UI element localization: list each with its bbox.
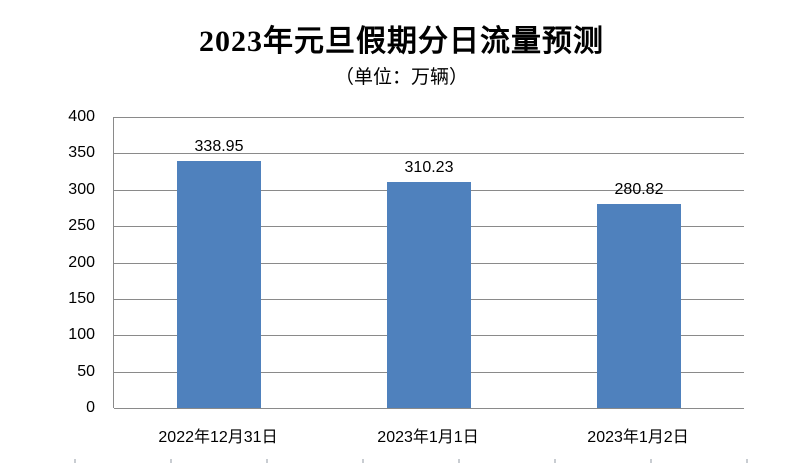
bottom-gridline-mark xyxy=(650,459,652,463)
bottom-gridline-mark xyxy=(170,459,172,463)
y-tick-label: 200 xyxy=(68,253,95,271)
bottom-gridline-mark xyxy=(458,459,460,463)
gridline xyxy=(114,153,744,155)
y-tick-label: 350 xyxy=(68,144,95,162)
y-tick-label: 400 xyxy=(68,108,95,125)
bottom-gridline-mark xyxy=(362,459,364,463)
bottom-gridline-mark xyxy=(74,459,76,463)
y-tick-label: 50 xyxy=(77,362,95,380)
y-tick-label: 0 xyxy=(86,399,95,416)
chart-subtitle: （单位：万辆） xyxy=(334,67,468,88)
gridline xyxy=(114,117,744,118)
y-tick-label: 300 xyxy=(68,180,95,198)
x-tick-label: 2023年1月1日 xyxy=(377,429,479,446)
bar-value-label: 280.82 xyxy=(614,180,664,198)
plot-area: 338.95 310.23 280.82 xyxy=(113,117,744,409)
chart-title: 2023年元旦假期分日流量预测 xyxy=(199,25,604,58)
x-tick-label: 2023年1月2日 xyxy=(587,429,689,446)
y-tick-label: 150 xyxy=(68,289,95,307)
bar-value-label: 310.23 xyxy=(404,159,454,177)
x-tick-label: 2022年12月31日 xyxy=(158,429,278,446)
bottom-gridline-mark xyxy=(746,459,748,463)
bottom-gridline-mark xyxy=(266,459,268,463)
y-tick-label: 100 xyxy=(68,326,95,344)
bar xyxy=(387,182,471,408)
bar-value-label: 338.95 xyxy=(194,138,244,156)
bar xyxy=(597,203,681,408)
y-tick-label: 250 xyxy=(68,217,95,235)
bottom-gridline-mark xyxy=(554,459,556,463)
bar xyxy=(177,161,261,408)
x-axis-line xyxy=(114,408,744,409)
